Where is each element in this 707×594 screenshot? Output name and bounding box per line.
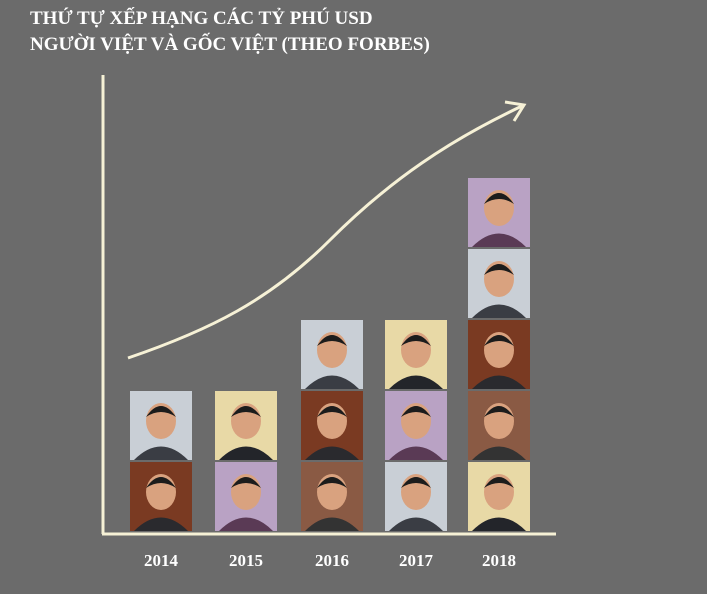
portrait (301, 320, 363, 389)
portrait (468, 320, 530, 389)
portrait-hair (401, 477, 431, 488)
portrait-hair (484, 406, 514, 417)
portrait-body (389, 375, 443, 389)
bar (468, 178, 530, 531)
portrait-body (305, 517, 359, 531)
portrait-body (472, 517, 526, 531)
portrait-hair (317, 335, 347, 346)
portrait-body (219, 446, 273, 460)
x-tick-label: 2018 (482, 551, 516, 570)
portrait-hair (146, 406, 176, 417)
portrait (301, 391, 363, 460)
portrait-hair (484, 264, 514, 275)
portrait-body (134, 446, 188, 460)
bar (385, 320, 447, 531)
portrait-body (134, 517, 188, 531)
portrait-body (389, 517, 443, 531)
portrait-hair (484, 193, 514, 204)
portrait (130, 462, 192, 531)
portrait (301, 462, 363, 531)
portrait (215, 462, 277, 531)
portrait-body (472, 375, 526, 389)
portrait-body (472, 446, 526, 460)
portrait-body (219, 517, 273, 531)
portrait (468, 462, 530, 531)
portrait (468, 391, 530, 460)
x-tick-label: 2017 (399, 551, 434, 570)
portrait (130, 391, 192, 460)
portrait (468, 178, 530, 247)
portrait (468, 249, 530, 318)
bar (301, 320, 363, 531)
portrait-hair (484, 335, 514, 346)
portrait-body (305, 375, 359, 389)
trend-arrow (127, 104, 523, 360)
portrait-hair (401, 406, 431, 417)
portrait (385, 391, 447, 460)
x-tick-label: 2014 (144, 551, 179, 570)
portrait (385, 462, 447, 531)
chart-title: THỨ TỰ XẾP HẠNG CÁC TỶ PHÚ USD (30, 7, 373, 29)
portrait-body (472, 304, 526, 318)
bar (130, 391, 192, 531)
portrait-body (305, 446, 359, 460)
portrait (215, 391, 277, 460)
portrait-hair (401, 335, 431, 346)
portrait-hair (146, 477, 176, 488)
portrait (385, 320, 447, 389)
chart-title: NGƯỜI VIỆT VÀ GỐC VIỆT (THEO FORBES) (30, 33, 430, 55)
portrait-hair (231, 477, 261, 488)
bars (130, 178, 530, 531)
portrait-body (389, 446, 443, 460)
portrait-hair (484, 477, 514, 488)
x-tick-label: 2015 (229, 551, 263, 570)
arrow-head (504, 100, 527, 122)
portrait-hair (317, 406, 347, 417)
portrait-hair (317, 477, 347, 488)
bar (215, 391, 277, 531)
portrait-body (472, 233, 526, 247)
x-tick-label: 2016 (315, 551, 349, 570)
portrait-hair (231, 406, 261, 417)
